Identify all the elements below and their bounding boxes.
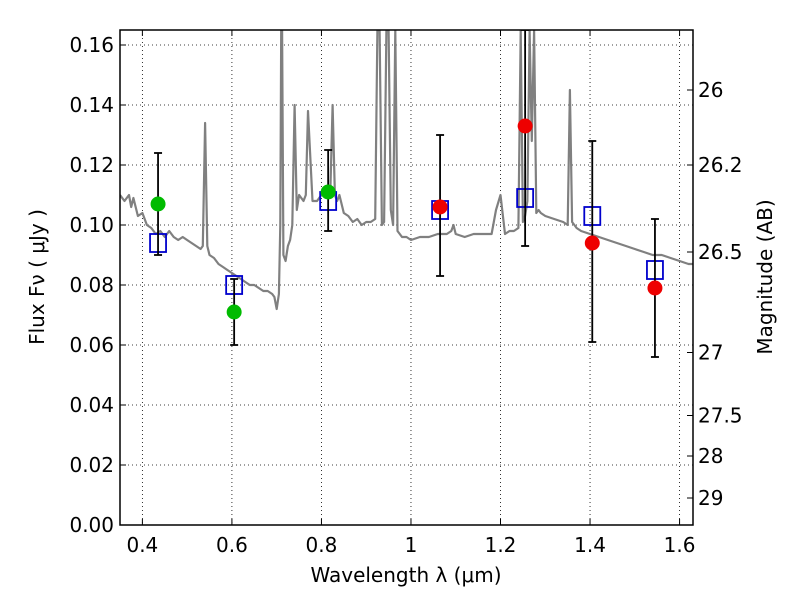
observed-data-point xyxy=(517,118,533,134)
y2-tick-label: 26.5 xyxy=(698,240,743,264)
x-tick-label: 0.6 xyxy=(216,533,248,557)
y2-tick-label: 29 xyxy=(698,486,723,510)
y2-tick-label: 27 xyxy=(698,341,723,365)
y2-tick-label: 26 xyxy=(698,78,723,102)
y2-axis-label: Magnitude (AB) xyxy=(753,199,777,354)
y2-tick-label: 26.2 xyxy=(698,153,743,177)
x-tick-label: 1 xyxy=(405,533,418,557)
y-tick-label: 0.02 xyxy=(69,453,114,477)
axis-ticks xyxy=(120,30,693,526)
y-tick-label: 0.10 xyxy=(69,213,114,237)
observed-data-point xyxy=(320,184,336,200)
plot-area xyxy=(120,30,693,358)
observed-data-point xyxy=(226,304,242,320)
observed-data-point xyxy=(432,199,448,215)
y-tick-label: 0.14 xyxy=(69,93,114,117)
plot-frame xyxy=(119,29,694,526)
y-tick-label: 0.12 xyxy=(69,153,114,177)
observed-data-point xyxy=(647,280,663,296)
y2-tick-label: 28 xyxy=(698,444,723,468)
y-tick-label: 0.04 xyxy=(69,393,114,417)
y2-tick-label: 27.5 xyxy=(698,404,743,428)
x-tick-label: 1.4 xyxy=(574,533,606,557)
x-tick-label: 0.8 xyxy=(306,533,338,557)
y-tick-label: 0.06 xyxy=(69,333,114,357)
observed-data-point xyxy=(150,196,166,212)
spectrum-line xyxy=(120,30,693,311)
y-axis-label: Flux Fν ( μJy ) xyxy=(25,209,49,345)
x-tick-label: 1.2 xyxy=(485,533,517,557)
y-tick-label: 0.16 xyxy=(69,33,114,57)
x-axis-label: Wavelength λ (μm) xyxy=(310,563,501,587)
observed-data-point xyxy=(584,235,600,251)
x-tick-label: 0.4 xyxy=(126,533,158,557)
y-tick-label: 0.08 xyxy=(69,273,114,297)
x-tick-label: 1.6 xyxy=(664,533,696,557)
y-tick-label: 0.00 xyxy=(69,513,114,537)
grid-lines xyxy=(120,30,693,526)
axis-tick-labels: 0.4 0.6 0.8 1 1.2 1.4 1.6 0.00 0.02 0.04 0.06 0.08 0… xyxy=(69,33,742,557)
